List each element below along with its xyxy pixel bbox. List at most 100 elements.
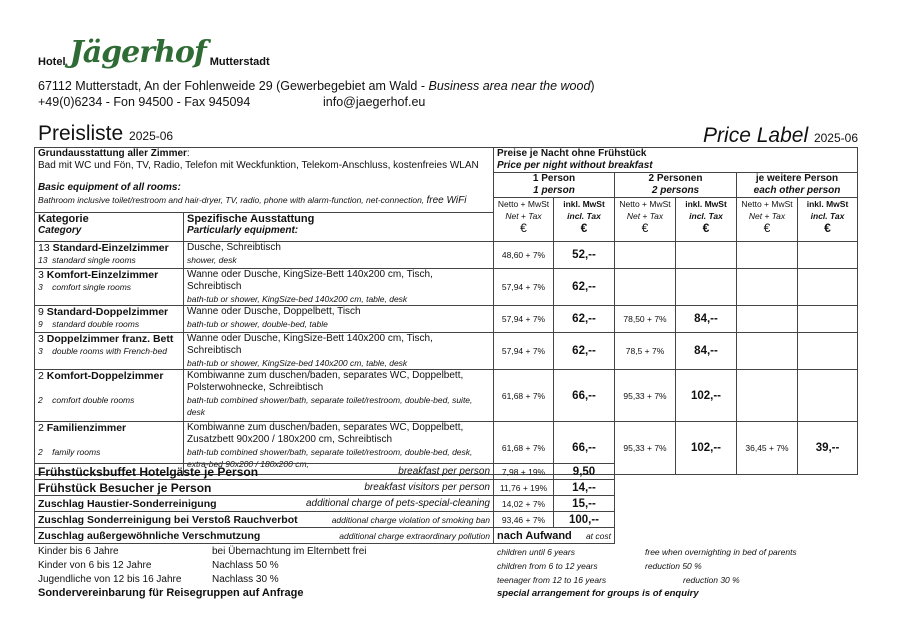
room-equipment: Wanne oder Dusche, Doppelbett, Tisch bath… bbox=[183, 305, 494, 333]
note-de: Kinder bis 6 Jahre bbox=[38, 546, 119, 557]
price-gross: 102,-- bbox=[675, 421, 737, 475]
groups-note-de: Sondervereinbarung für Reisegruppen auf … bbox=[38, 587, 304, 599]
extra-row: Zuschlag Haustier-Sonderreinigung additio… bbox=[34, 495, 615, 512]
extra-net: 14,02 + 7% bbox=[493, 495, 554, 512]
price-net bbox=[736, 268, 798, 306]
phone: +49(0)6234 - Fon 94500 - Fax 945094 bbox=[38, 95, 251, 109]
price-net: 48,60 + 7% bbox=[493, 241, 554, 269]
room-price-table: Grundausstattung aller Zimmer: Bad mit W… bbox=[34, 147, 859, 475]
group-2-persons: 2 Personen 2 persons bbox=[614, 172, 737, 198]
col-category: Kategorie Category bbox=[34, 212, 184, 242]
hotel-logo-row: Hotel Jägerhof Mutterstadt bbox=[38, 35, 270, 70]
note-de: Jugendliche von 12 bis 16 Jahre bbox=[38, 574, 182, 585]
note-en-value: reduction 30 % bbox=[683, 575, 740, 585]
price-net: 95,33 + 7% bbox=[614, 369, 676, 422]
price-gross bbox=[796, 268, 859, 306]
room-equipment: Kombiwanne zum duschen/baden, separates … bbox=[183, 369, 494, 422]
net-header: Netto + MwSt Net + Tax € bbox=[614, 197, 676, 242]
note-de-value: bei Übernachtung im Elternbett frei bbox=[212, 546, 367, 557]
address: 67112 Mutterstadt, An der Fohlenweide 29… bbox=[38, 79, 595, 93]
hotel-logo: Jägerhof bbox=[69, 35, 207, 70]
price-net bbox=[736, 332, 798, 370]
extra-label: Zuschlag Sonderreinigung bei Verstoß Rau… bbox=[34, 511, 494, 528]
extra-label: Zuschlag Haustier-Sonderreinigung additio… bbox=[34, 495, 494, 512]
room-equipment: Dusche, Schreibtisch shower, desk bbox=[183, 241, 494, 269]
extra-row: Frühstücksbuffet Hotelgäste je Person bre… bbox=[34, 463, 615, 480]
room-row: 2 Komfort-Doppelzimmer 2 comfort double r… bbox=[34, 369, 859, 422]
net-header: Netto + MwSt Net + Tax € bbox=[493, 197, 554, 242]
price-net bbox=[736, 305, 798, 333]
price-gross: 66,-- bbox=[553, 369, 615, 422]
price-gross: 84,-- bbox=[675, 332, 737, 370]
extra-net: 11,76 + 19% bbox=[493, 479, 554, 496]
extra-label: Frühstücksbuffet Hotelgäste je Person bre… bbox=[34, 463, 494, 480]
prices-header: Preise je Nacht ohne Frühstück Price per … bbox=[492, 147, 859, 173]
price-net: 57,94 + 7% bbox=[493, 268, 554, 306]
extras-table: Frühstücksbuffet Hotelgäste je Person bre… bbox=[34, 463, 615, 544]
net-header: Netto + MwSt Net + Tax € bbox=[736, 197, 798, 242]
price-net: 61,68 + 7% bbox=[493, 369, 554, 422]
room-row: 13 Standard-Einzelzimmer 13 standard sing… bbox=[34, 241, 859, 269]
price-gross bbox=[675, 241, 737, 269]
price-gross: 52,-- bbox=[553, 241, 615, 269]
note-de-value: Nachlass 50 % bbox=[212, 560, 279, 571]
room-category: 3 Doppelzimmer franz. Bett 3 double rooms… bbox=[34, 332, 184, 370]
price-net: 78,5 + 7% bbox=[614, 332, 676, 370]
room-row: 9 Standard-Doppelzimmer 9 standard double… bbox=[34, 305, 859, 333]
note-en-value: reduction 50 % bbox=[645, 561, 702, 571]
room-category: 9 Standard-Doppelzimmer 9 standard double… bbox=[34, 305, 184, 333]
email: info@jaegerhof.eu bbox=[323, 95, 426, 109]
extra-net: 93,46 + 7% bbox=[493, 511, 554, 528]
extra-row: Zuschlag außergewöhnliche Verschmutzung a… bbox=[34, 527, 615, 544]
extra-price: 100,-- bbox=[553, 511, 615, 528]
price-net: 36,45 + 7% bbox=[736, 421, 798, 475]
extra-price: nach Aufwand at cost bbox=[493, 527, 615, 544]
room-category: 2 Komfort-Doppelzimmer 2 comfort double r… bbox=[34, 369, 184, 422]
extra-price: 14,-- bbox=[553, 479, 615, 496]
gross-header: inkl. MwSt incl. Tax € bbox=[553, 197, 615, 242]
title-de: Preisliste 2025-06 bbox=[38, 122, 174, 145]
price-gross bbox=[796, 241, 859, 269]
price-gross bbox=[675, 268, 737, 306]
price-gross bbox=[796, 369, 859, 422]
note-en: children until 6 years bbox=[497, 547, 575, 557]
price-net bbox=[736, 369, 798, 422]
price-net: 95,33 + 7% bbox=[614, 421, 676, 475]
group-each-other: je weitere Person each other person bbox=[735, 172, 859, 198]
extra-net: 7,98 + 19% bbox=[493, 463, 554, 480]
room-equipment: Wanne oder Dusche, KingSize-Bett 140x200… bbox=[183, 268, 494, 306]
note-en-value: free when overnighting in bed of parents bbox=[645, 547, 797, 557]
price-gross: 84,-- bbox=[675, 305, 737, 333]
gross-header: inkl. MwSt incl. Tax € bbox=[796, 197, 859, 242]
room-category: 3 Komfort-Einzelzimmer 3 comfort single r… bbox=[34, 268, 184, 306]
note-en: children from 6 to 12 years bbox=[497, 561, 598, 571]
room-row: 3 Komfort-Einzelzimmer 3 comfort single r… bbox=[34, 268, 859, 306]
price-net bbox=[614, 241, 676, 269]
groups-note-en: special arrangement for groups is of enq… bbox=[497, 588, 699, 599]
gross-header: inkl. MwSt incl. Tax € bbox=[675, 197, 737, 242]
room-equipment: Wanne oder Dusche, KingSize-Bett 140x200… bbox=[183, 332, 494, 370]
price-net: 78,50 + 7% bbox=[614, 305, 676, 333]
hotel-suffix: Mutterstadt bbox=[209, 56, 270, 68]
price-net: 57,94 + 7% bbox=[493, 332, 554, 370]
room-row: 3 Doppelzimmer franz. Bett 3 double rooms… bbox=[34, 332, 859, 370]
extra-row: Zuschlag Sonderreinigung bei Verstoß Rau… bbox=[34, 511, 615, 528]
price-gross: 62,-- bbox=[553, 268, 615, 306]
basic-equipment: Grundausstattung aller Zimmer: Bad mit W… bbox=[34, 147, 494, 213]
price-net bbox=[736, 241, 798, 269]
extra-label: Zuschlag außergewöhnliche Verschmutzung a… bbox=[34, 527, 494, 544]
price-gross: 62,-- bbox=[553, 332, 615, 370]
hotel-prefix: Hotel bbox=[38, 56, 66, 68]
group-1-person: 1 Person 1 person bbox=[493, 172, 615, 198]
extra-label: Frühstück Besucher je Person breakfast vi… bbox=[34, 479, 494, 496]
title-en: Price Label 2025-06 bbox=[703, 124, 858, 147]
price-gross: 62,-- bbox=[553, 305, 615, 333]
note-en: teenager from 12 to 16 years bbox=[497, 575, 607, 585]
extra-row: Frühstück Besucher je Person breakfast vi… bbox=[34, 479, 615, 496]
price-gross: 39,-- bbox=[796, 421, 859, 475]
note-de: Kinder von 6 bis 12 Jahre bbox=[38, 560, 152, 571]
price-gross bbox=[796, 332, 859, 370]
col-equipment: Spezifische Ausstattung Particularly equi… bbox=[183, 212, 494, 242]
extra-price: 15,-- bbox=[553, 495, 615, 512]
